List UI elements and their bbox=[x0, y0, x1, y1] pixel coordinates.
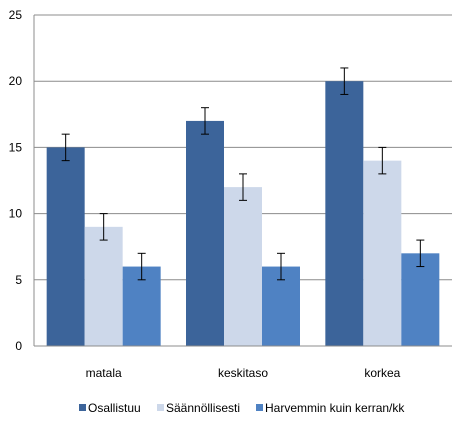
error-bars bbox=[61, 67, 425, 281]
bar-1-1 bbox=[224, 187, 262, 346]
bar-2-2 bbox=[401, 253, 440, 346]
x-tick-label: matala bbox=[86, 366, 122, 380]
x-tick-label: korkea bbox=[364, 366, 400, 380]
bar-0-1 bbox=[186, 120, 224, 346]
y-tick-label: 5 bbox=[15, 273, 22, 287]
bar-0-0 bbox=[46, 147, 85, 346]
bar-1-2 bbox=[363, 160, 402, 346]
legend-swatch bbox=[79, 404, 86, 411]
y-tick-label: 20 bbox=[9, 74, 23, 88]
y-tick-label: 15 bbox=[9, 140, 23, 154]
x-tick-label: keskitaso bbox=[218, 366, 268, 380]
legend-label: Harvemmin kuin kerran/kk bbox=[265, 401, 405, 415]
legend-label: Säännöllisesti bbox=[166, 401, 240, 415]
y-tick-label: 0 bbox=[15, 339, 22, 353]
legend: Osallistuu Säännöllisesti Harvemmin kuin k… bbox=[79, 401, 405, 415]
legend-swatch bbox=[157, 404, 164, 411]
legend-swatch bbox=[256, 404, 263, 411]
legend-label: Osallistuu bbox=[88, 401, 141, 415]
bar-1-0 bbox=[84, 226, 123, 346]
axes: 0 5 10 15 20 25 matala keskitaso korkea bbox=[9, 8, 452, 380]
y-tick-label: 25 bbox=[9, 8, 23, 22]
bar-0-2 bbox=[325, 81, 364, 346]
bars bbox=[46, 81, 440, 346]
y-tick-label: 10 bbox=[9, 207, 23, 221]
